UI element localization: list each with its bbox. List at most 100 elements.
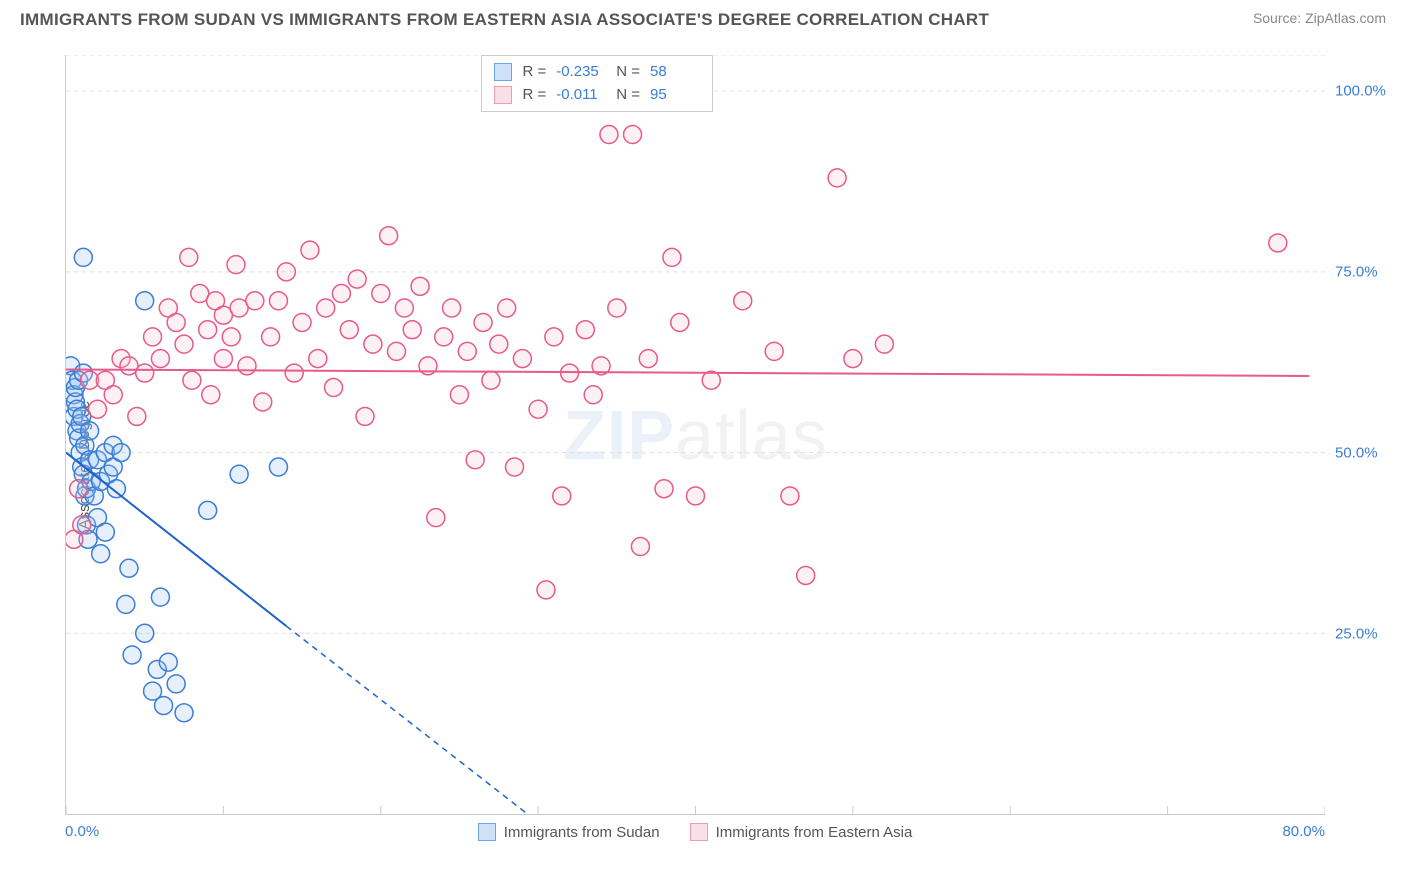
y-tick-label: 25.0%	[1335, 626, 1378, 643]
data-point	[553, 487, 571, 505]
data-point	[293, 313, 311, 331]
y-tick-label: 75.0%	[1335, 264, 1378, 281]
data-point	[427, 509, 445, 527]
data-point	[435, 328, 453, 346]
data-point	[875, 335, 893, 353]
data-point	[180, 248, 198, 266]
data-point	[458, 342, 476, 360]
data-point	[128, 407, 146, 425]
data-point	[309, 350, 327, 368]
data-point	[246, 292, 264, 310]
data-point	[466, 451, 484, 469]
data-point	[537, 581, 555, 599]
data-point	[214, 350, 232, 368]
data-point	[183, 371, 201, 389]
data-point	[663, 248, 681, 266]
data-point	[702, 371, 720, 389]
correlation-legend-row: R =-0.235N =58	[494, 61, 700, 84]
data-point	[734, 292, 752, 310]
data-point	[671, 313, 689, 331]
data-point	[238, 357, 256, 375]
legend-swatch	[690, 823, 708, 841]
y-tick-label: 50.0%	[1335, 445, 1378, 462]
data-point	[474, 313, 492, 331]
data-point	[70, 480, 88, 498]
n-value: 95	[650, 84, 700, 107]
legend-item: Immigrants from Sudan	[478, 823, 660, 841]
r-label: R =	[522, 61, 546, 84]
legend-label: Immigrants from Eastern Asia	[716, 824, 913, 841]
data-point	[356, 407, 374, 425]
data-point	[844, 350, 862, 368]
data-point	[254, 393, 272, 411]
r-value: -0.235	[556, 61, 606, 84]
n-value: 58	[650, 61, 700, 84]
r-value: -0.011	[556, 84, 606, 107]
data-point	[112, 444, 130, 462]
data-point	[332, 285, 350, 303]
data-point	[624, 126, 642, 144]
data-point	[81, 422, 99, 440]
data-point	[364, 335, 382, 353]
data-point	[545, 328, 563, 346]
data-point	[73, 516, 91, 534]
legend-swatch	[494, 63, 512, 81]
data-point	[482, 371, 500, 389]
data-point	[120, 559, 138, 577]
data-point	[411, 277, 429, 295]
data-point	[269, 292, 287, 310]
data-point	[222, 328, 240, 346]
data-point	[403, 321, 421, 339]
data-point	[74, 248, 92, 266]
data-point	[159, 653, 177, 671]
data-point	[301, 241, 319, 259]
data-point	[687, 487, 705, 505]
data-point	[151, 350, 169, 368]
data-point	[781, 487, 799, 505]
legend-item: Immigrants from Eastern Asia	[690, 823, 913, 841]
data-point	[576, 321, 594, 339]
legend-swatch	[494, 86, 512, 104]
correlation-legend-row: R =-0.011N =95	[494, 84, 700, 107]
data-point	[395, 299, 413, 317]
data-point	[600, 126, 618, 144]
data-point	[285, 364, 303, 382]
data-point	[199, 501, 217, 519]
source-attribution: Source: ZipAtlas.com	[1253, 10, 1386, 26]
chart-wrapper: Associate's Degree ZIPatlas R =-0.235N =…	[20, 45, 1386, 885]
data-point	[136, 624, 154, 642]
legend-swatch	[478, 823, 496, 841]
data-point	[655, 480, 673, 498]
y-tick-label: 100.0%	[1335, 83, 1386, 100]
data-point	[92, 545, 110, 563]
data-point	[1269, 234, 1287, 252]
data-point	[380, 227, 398, 245]
data-point	[117, 595, 135, 613]
data-point	[506, 458, 524, 476]
data-point	[175, 335, 193, 353]
regression-extrapolation	[286, 626, 546, 814]
correlation-legend: R =-0.235N =58R =-0.011N =95	[481, 55, 713, 112]
data-point	[123, 646, 141, 664]
data-point	[104, 386, 122, 404]
r-label: R =	[522, 84, 546, 107]
data-point	[227, 256, 245, 274]
data-point	[443, 299, 461, 317]
chart-header: IMMIGRANTS FROM SUDAN VS IMMIGRANTS FROM…	[0, 0, 1406, 35]
data-point	[230, 465, 248, 483]
data-point	[269, 458, 287, 476]
data-point	[167, 313, 185, 331]
data-point	[584, 386, 602, 404]
data-point	[199, 321, 217, 339]
data-point	[96, 523, 114, 541]
data-point	[155, 697, 173, 715]
data-point	[639, 350, 657, 368]
data-point	[262, 328, 280, 346]
data-point	[317, 299, 335, 317]
series-legend: Immigrants from Sudan Immigrants from Eas…	[65, 823, 1325, 841]
data-point	[608, 299, 626, 317]
data-point	[529, 400, 547, 418]
data-point	[498, 299, 516, 317]
chart-title: IMMIGRANTS FROM SUDAN VS IMMIGRANTS FROM…	[20, 10, 989, 30]
data-point	[136, 292, 154, 310]
